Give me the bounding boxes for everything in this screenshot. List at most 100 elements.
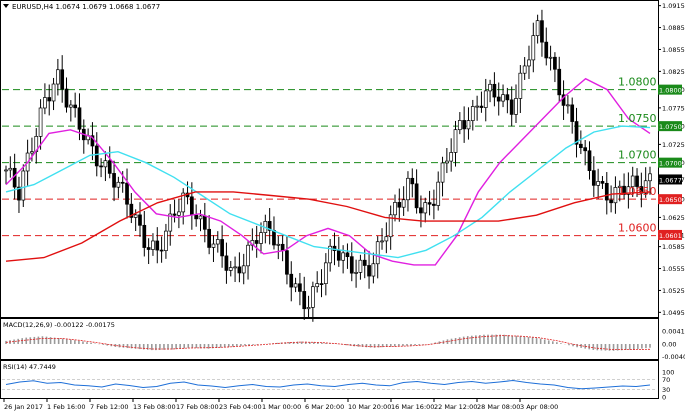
level-label: 1.0700 bbox=[618, 149, 657, 162]
candle-body bbox=[583, 147, 588, 152]
level-label: 1.0650 bbox=[618, 185, 657, 198]
price-tick-label: 1.0495 bbox=[662, 309, 685, 317]
candle-body bbox=[125, 182, 129, 205]
price-tick-label: 1.0855 bbox=[662, 46, 685, 54]
candle-body bbox=[220, 239, 224, 257]
price-tag-label: 1.0700 bbox=[659, 160, 682, 168]
candle-body bbox=[237, 266, 242, 274]
candle-body bbox=[531, 35, 536, 61]
candle-body bbox=[38, 107, 43, 137]
candle-body bbox=[514, 98, 518, 115]
candle-body bbox=[17, 186, 21, 201]
candle-body bbox=[68, 104, 73, 108]
candle-body bbox=[285, 250, 289, 275]
candle-body bbox=[488, 83, 492, 92]
candle-body bbox=[181, 192, 186, 213]
candle-body bbox=[388, 214, 393, 238]
candle-body bbox=[574, 121, 579, 145]
price-tick-label: 1.0775 bbox=[662, 104, 685, 112]
candle-body bbox=[233, 266, 237, 269]
candle-body bbox=[604, 182, 609, 201]
candle-body bbox=[73, 104, 78, 109]
time-tick-label: 13 Feb 08:00 bbox=[133, 403, 176, 411]
candle-body bbox=[518, 72, 523, 99]
price-tag-box bbox=[658, 157, 682, 168]
candle-body bbox=[410, 177, 415, 185]
candle-body bbox=[267, 221, 272, 231]
time-axis[interactable]: 26 Jan 2017 1 Feb 16:00 7 Feb 12:00 13 Feb … bbox=[3, 399, 558, 411]
candle-body bbox=[384, 236, 389, 242]
price-tick-label: 1.0885 bbox=[662, 24, 685, 32]
candle-body bbox=[43, 97, 47, 109]
candle-body bbox=[254, 240, 259, 244]
candle-body bbox=[99, 165, 103, 168]
candle-body bbox=[419, 207, 423, 214]
candle-body bbox=[432, 203, 436, 206]
candle-body bbox=[30, 151, 34, 154]
moving-average-line bbox=[5, 125, 651, 259]
candle-body bbox=[306, 307, 311, 310]
price-tick-label: 1.0725 bbox=[662, 141, 685, 149]
candle-body bbox=[470, 106, 475, 121]
candle-body bbox=[609, 199, 613, 204]
candle-body bbox=[639, 186, 644, 194]
candle-body bbox=[457, 120, 462, 131]
candle-body bbox=[336, 250, 341, 261]
candle-body bbox=[323, 262, 328, 285]
price-tick-label: 1.0625 bbox=[662, 214, 685, 222]
candle-body bbox=[129, 203, 134, 218]
candle-body bbox=[578, 143, 583, 149]
level-label: 1.0750 bbox=[618, 112, 657, 125]
level-labels: 1.0800 1.0750 1.0700 1.0650 1.0600 bbox=[618, 76, 657, 235]
candle-body bbox=[358, 259, 363, 273]
time-tick-label: 16 Mar 16:00 bbox=[391, 403, 434, 411]
macd-tick-label: -0.00402 bbox=[662, 353, 685, 361]
candle-body bbox=[466, 120, 471, 130]
price-pane[interactable] bbox=[0, 0, 659, 318]
candle-body bbox=[345, 252, 350, 258]
candle-body bbox=[280, 243, 285, 251]
candle-body bbox=[211, 243, 216, 248]
macd-tick-label: 0.00 bbox=[662, 341, 676, 349]
candle-body bbox=[177, 211, 181, 216]
candle-body bbox=[120, 181, 125, 184]
price-tag-label: 1.0601 bbox=[659, 232, 682, 240]
time-tick-label: 1 Mar 00:00 bbox=[262, 403, 301, 411]
candle-body bbox=[591, 170, 596, 186]
time-tick-label: 23 Feb 04:00 bbox=[219, 403, 262, 411]
candle-body bbox=[103, 160, 108, 168]
candle-body bbox=[635, 175, 639, 187]
candle-body bbox=[202, 215, 207, 230]
candle-body bbox=[64, 88, 69, 108]
candle-body bbox=[427, 202, 432, 205]
candle-body bbox=[328, 245, 333, 264]
symbol-header: EURUSD,H4 1.0674 1.0679 1.0668 1.0677 bbox=[12, 3, 160, 11]
triangle-down-icon[interactable] bbox=[3, 4, 9, 8]
candle-body bbox=[393, 202, 397, 216]
price-tag-label: 1.0677 bbox=[659, 176, 682, 184]
time-tick-label: 17 Feb 08:00 bbox=[176, 403, 219, 411]
macd-series: 0.00419 0.00 -0.00402 bbox=[5, 327, 685, 361]
macd-signal-line bbox=[5, 335, 651, 351]
rsi-line bbox=[5, 379, 651, 390]
moving-averages bbox=[5, 77, 651, 266]
candle-body bbox=[224, 255, 229, 271]
candle-body bbox=[215, 239, 220, 245]
candle-body bbox=[613, 187, 618, 204]
candle-body bbox=[445, 160, 449, 164]
price-tick-label: 1.0915 bbox=[662, 2, 685, 10]
candle-body bbox=[522, 65, 527, 74]
candle-body bbox=[371, 263, 376, 277]
candle-body bbox=[643, 180, 648, 194]
price-tag-label: 1.0800 bbox=[659, 87, 682, 95]
candle-body bbox=[453, 129, 458, 153]
candle-body bbox=[527, 59, 531, 67]
candle-body bbox=[414, 183, 419, 209]
candle-body bbox=[8, 167, 13, 171]
candle-body bbox=[648, 173, 652, 182]
candle-body bbox=[401, 199, 406, 208]
moving-average-line bbox=[5, 191, 651, 262]
candle-body bbox=[168, 213, 173, 232]
